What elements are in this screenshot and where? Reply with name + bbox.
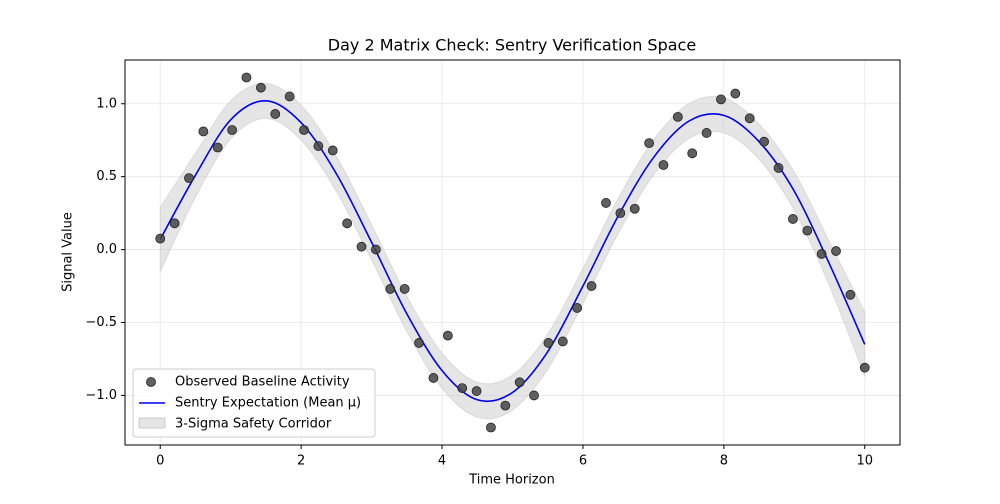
data-point (543, 338, 554, 348)
data-point (773, 163, 784, 173)
data-point (399, 284, 410, 294)
data-point (788, 214, 798, 224)
data-point (428, 373, 439, 383)
y-tick-label: −1.0 (85, 388, 117, 403)
y-tick-label: −0.5 (85, 315, 117, 330)
data-point (155, 233, 166, 244)
data-point (601, 198, 611, 208)
data-point (557, 336, 568, 347)
data-point (529, 390, 539, 401)
data-point (471, 386, 482, 396)
data-point (586, 281, 597, 291)
data-point (442, 330, 453, 341)
x-tick-label: 8 (720, 454, 728, 469)
data-point (256, 82, 266, 93)
data-point (716, 94, 726, 105)
data-point (658, 160, 669, 170)
data-point (859, 362, 870, 373)
data-point (169, 218, 180, 229)
data-point (299, 125, 309, 135)
data-point (629, 203, 640, 214)
data-point (500, 400, 511, 411)
x-tick-label: 2 (297, 454, 305, 469)
legend-label: Sentry Expectation (Mean μ) (175, 396, 361, 411)
data-point (701, 128, 712, 138)
data-point (615, 208, 626, 219)
data-point (313, 141, 324, 151)
data-point (284, 91, 295, 102)
data-point (241, 72, 252, 83)
data-point (356, 241, 367, 252)
data-point (744, 113, 755, 124)
data-point (759, 136, 769, 147)
legend-box (132, 368, 376, 438)
plot-frame (124, 59, 901, 446)
legend: Observed Baseline Activity Sentry Expecta… (132, 368, 376, 438)
x-tick-label: 10 (856, 454, 873, 469)
data-point (212, 142, 223, 153)
data-point (831, 246, 841, 256)
mean-line (159, 100, 866, 403)
data-point (816, 249, 827, 259)
data-point (184, 173, 194, 184)
x-tick-label: 6 (579, 454, 587, 469)
data-point (370, 244, 381, 255)
data-point (572, 303, 583, 313)
legend-marker (138, 417, 166, 429)
data-point (802, 225, 813, 236)
data-point (672, 111, 683, 122)
x-tick-label: 4 (438, 454, 446, 469)
data-point (385, 284, 396, 294)
legend-marker (146, 377, 156, 387)
chart-title: Day 2 Matrix Check: Sentry Verification … (328, 36, 696, 55)
data-point (270, 109, 281, 119)
data-point (730, 88, 741, 99)
data-point (227, 125, 237, 135)
data-point (514, 377, 525, 388)
data-point (198, 126, 209, 137)
data-point (486, 422, 496, 433)
y-axis-label: Signal Value (61, 212, 76, 292)
y-tick-label: 1.0 (96, 96, 117, 111)
data-point (644, 138, 655, 149)
legend-label: Observed Baseline Activity (175, 375, 350, 390)
x-tick-label: 0 (156, 454, 164, 469)
x-axis-label: Time Horizon (468, 473, 555, 488)
data-point (414, 338, 424, 348)
data-point (687, 148, 698, 159)
y-tick-label: 0.5 (96, 169, 117, 184)
data-point (845, 289, 856, 300)
y-tick-label: 0.0 (96, 242, 117, 257)
legend-label: 3-Sigma Safety Corridor (175, 417, 332, 432)
data-point (457, 383, 468, 394)
data-point (327, 145, 338, 156)
data-point (342, 218, 353, 229)
